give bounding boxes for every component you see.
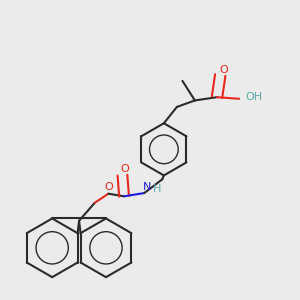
Text: O: O xyxy=(104,182,113,192)
Text: H: H xyxy=(152,184,161,194)
Text: O: O xyxy=(219,65,228,75)
Text: O: O xyxy=(121,164,129,174)
Text: OH: OH xyxy=(245,92,262,102)
Text: N: N xyxy=(143,182,152,191)
